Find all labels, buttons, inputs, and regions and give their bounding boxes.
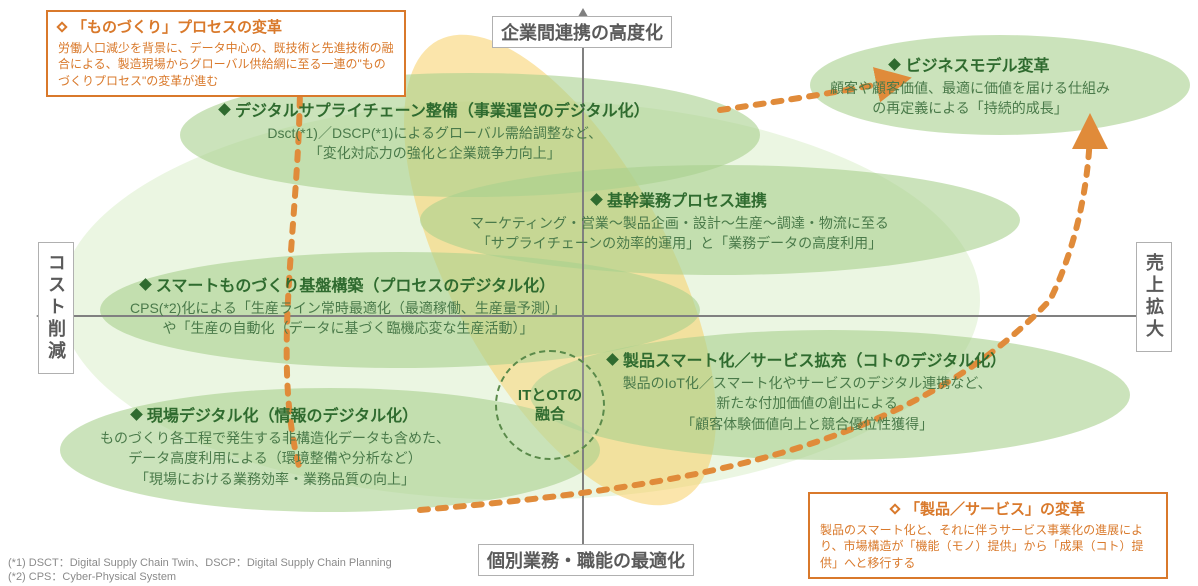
axis-label-right: 売上拡大 xyxy=(1136,242,1172,352)
callout-body-text: 製品のスマート化と、それに伴うサービス事業化の進展により、市場構造が「機能（モノ… xyxy=(820,523,1144,569)
footnote-line: (*2) CPS：Cyber-Physical System xyxy=(8,571,176,583)
title-paren: （コトのデジタル化） xyxy=(847,353,1007,370)
body-line: 「現場における業務効率・業務品質の向上」 xyxy=(135,471,415,487)
diamond-icon xyxy=(889,503,900,514)
body-line: データ高度利用による（環境整備や分析など） xyxy=(128,450,422,466)
it-ot-line2: 融合 xyxy=(535,406,565,423)
diagram-canvas: 企業間連携の高度化 個別業務・職能の最適化 コスト削減 売上拡大 ITとOTの … xyxy=(0,0,1198,586)
body-line: 顧客や顧客価値、最適に価値を届ける仕組み xyxy=(830,80,1110,96)
title-text: 製品スマート化／サービス拡充 xyxy=(623,353,847,370)
axis-label-left: コスト削減 xyxy=(38,242,74,374)
callout-title-text: 「製品／サービス」の変革 xyxy=(905,501,1085,518)
body-line: CPS(*2)化による「生産ライン常時最適化（最適稼働、生産量予測）」 xyxy=(130,300,566,316)
callout-product-reform: 「製品／サービス」の変革 製品のスマート化と、それに伴うサービス事業化の進展によ… xyxy=(808,492,1168,579)
body-line: マーケティング・営業～製品企画・設計～生産～調達・物流に至る xyxy=(470,215,889,231)
body-line: ものづくり各工程で発生する非構造化データも含めた、 xyxy=(100,430,450,446)
body-line: 「顧客体験価値向上と競合優位性獲得」 xyxy=(681,416,933,432)
body-line: 「変化対応力の強化と企業競争力向上」 xyxy=(309,145,561,161)
callout-body-text: 労働人口減少を背景に、データ中心の、既技術と先進技術の融合による、製造現場からグ… xyxy=(58,41,394,87)
body-line: 新たな付加価値の創出による xyxy=(716,395,898,411)
title-paren: （情報のデジタル化） xyxy=(259,408,419,425)
title-paren: （プロセスのデジタル化） xyxy=(363,278,555,295)
title-text: デジタルサプライチェーン整備 xyxy=(235,103,458,120)
diamond-icon xyxy=(56,21,67,32)
axis-label-top: 企業間連携の高度化 xyxy=(492,16,672,48)
bubble-biz-model: ビジネスモデル変革 顧客や顧客価値、最適に価値を届ける仕組み の再定義による「持… xyxy=(830,55,1110,119)
title-text: スマートものづくり基盤構築 xyxy=(156,278,364,295)
title-text: 現場デジタル化 xyxy=(147,408,259,425)
body-line: 「サプライチェーンの効率的運用」と「業務データの高度利用」 xyxy=(477,235,882,251)
body-line: Dsct(*1)／DSCP(*1)によるグローバル需給調整など、 xyxy=(267,125,602,141)
footnote-line: (*1) DSCT：Digital Supply Chain Twin、DSCP… xyxy=(8,557,392,569)
bubble-digital-supply: デジタルサプライチェーン整備（事業運営のデジタル化） Dsct(*1)／DSCP… xyxy=(220,100,650,164)
bubble-product-smart: 製品スマート化／サービス拡充（コトのデジタル化） 製品のIoT化／スマート化やサ… xyxy=(608,350,1006,434)
bubble-core-process: 基幹業務プロセス連携 マーケティング・営業～製品企画・設計～生産～調達・物流に至… xyxy=(470,190,889,254)
body-line: 製品のIoT化／スマート化やサービスのデジタル連携など、 xyxy=(623,375,992,391)
it-ot-fusion-circle: ITとOTの 融合 xyxy=(495,350,605,460)
footnote: (*1) DSCT：Digital Supply Chain Twin、DSCP… xyxy=(8,556,392,585)
callout-process-reform: 「ものづくり」プロセスの変革 労働人口減少を背景に、データ中心の、既技術と先進技… xyxy=(46,10,406,97)
bubble-smart-manufacturing: スマートものづくり基盤構築（プロセスのデジタル化） CPS(*2)化による「生産… xyxy=(130,275,566,339)
callout-title-text: 「ものづくり」プロセスの変革 xyxy=(72,19,282,36)
body-line: の再定義による「持続的成長」 xyxy=(872,100,1068,116)
title-text: 基幹業務プロセス連携 xyxy=(607,193,767,210)
title-paren: （事業運営のデジタル化） xyxy=(458,103,650,120)
bubble-field-digital: 現場デジタル化（情報のデジタル化） ものづくり各工程で発生する非構造化データも含… xyxy=(100,405,450,489)
it-ot-line1: ITとOTの xyxy=(518,387,582,404)
body-line: や「生産の自動化（データに基づく臨機応変な生産活動）」 xyxy=(162,320,533,336)
title-text: ビジネスモデル変革 xyxy=(905,58,1049,75)
axis-label-bottom: 個別業務・職能の最適化 xyxy=(478,544,694,576)
